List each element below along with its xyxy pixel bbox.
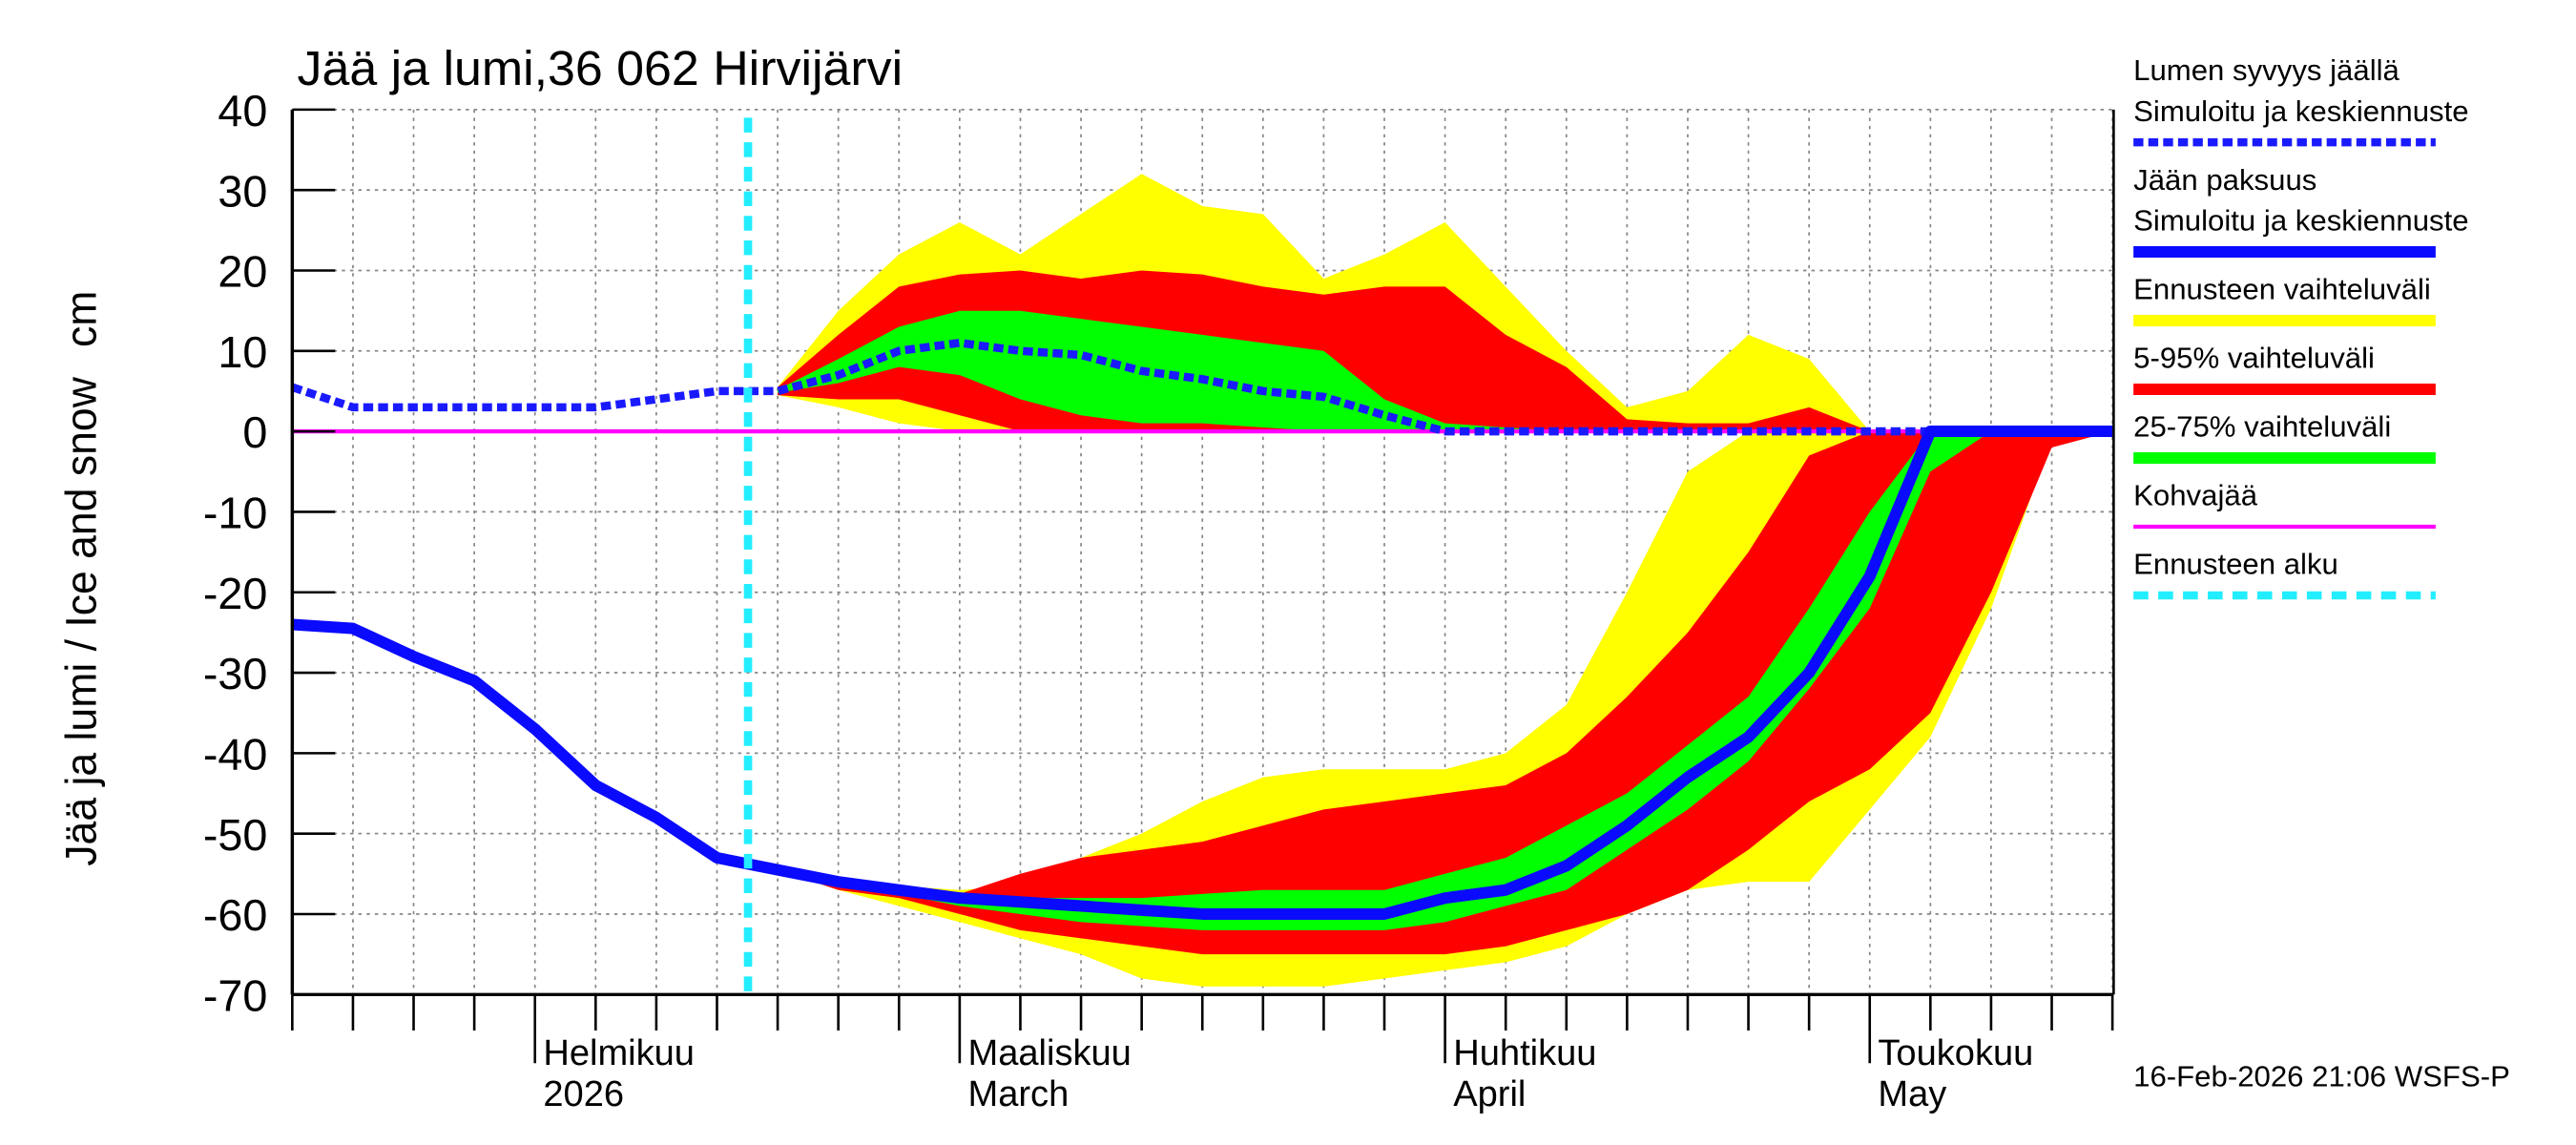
y-tick-label: -50 bbox=[203, 810, 268, 860]
y-tick-label: 30 bbox=[218, 167, 267, 217]
y-tick-label: -60 bbox=[203, 890, 268, 940]
y-axis-label: Jää ja lumi / Ice and snow bbox=[57, 376, 105, 865]
legend-label: 25-75% vaihteluväli bbox=[2133, 410, 2391, 444]
y-tick-label: -30 bbox=[203, 649, 268, 698]
footer: 16-Feb-2026 21:06 WSFS-P bbox=[2133, 1059, 2510, 1093]
y-tick-label: -10 bbox=[203, 489, 268, 538]
band-snow bbox=[778, 310, 2113, 432]
series-line bbox=[290, 339, 2113, 436]
y-tick-label: 10 bbox=[218, 327, 267, 377]
x-tick-label: April bbox=[1453, 1074, 1526, 1114]
band-ice bbox=[778, 431, 2113, 955]
legend-label: Ennusteen alku bbox=[2133, 548, 2338, 581]
x-tick-label: May bbox=[1878, 1074, 1946, 1114]
series-line bbox=[291, 426, 2113, 920]
y-tick-label: -20 bbox=[203, 569, 268, 618]
legend-label: Lumen syvyys jäällä bbox=[2133, 53, 2399, 87]
y-tick-label: -40 bbox=[203, 730, 268, 780]
x-tick-label: Helmikuu bbox=[543, 1033, 695, 1073]
x-tick-label: March bbox=[968, 1074, 1070, 1114]
y-axis-unit: cm bbox=[57, 291, 105, 347]
legend-label: Simuloitu ja keskiennuste bbox=[2133, 94, 2468, 128]
x-tick-label: 2026 bbox=[543, 1074, 624, 1114]
x-tick-label: Huhtikuu bbox=[1453, 1033, 1596, 1073]
y-tick-label: 0 bbox=[242, 407, 267, 457]
y-tick-label: 40 bbox=[218, 86, 267, 135]
legend-label: Simuloitu ja keskiennuste bbox=[2133, 204, 2468, 238]
legend-label: Jään paksuus bbox=[2133, 163, 2316, 197]
legend-label: 5-95% vaihteluväli bbox=[2133, 342, 2375, 375]
y-tick-label: -70 bbox=[203, 971, 268, 1021]
x-tick-label: Toukokuu bbox=[1878, 1033, 2033, 1073]
chart-title: Jää ja lumi,36 062 Hirvijärvi bbox=[298, 40, 904, 95]
legend: Lumen syvyys jäällä Simuloitu ja keskienn… bbox=[2133, 53, 2469, 600]
x-tick-label: Maaliskuu bbox=[968, 1033, 1132, 1073]
legend-label: Ennusteen vaihteluväli bbox=[2133, 273, 2431, 306]
legend-label: Kohvajää bbox=[2133, 479, 2258, 512]
axes: -70 -60 -50 -40 -30 -20 -10 0 10 20 30 40 Helmikuu20… bbox=[203, 86, 2115, 1114]
plot-area bbox=[290, 174, 2113, 987]
y-tick-label: 20 bbox=[218, 247, 267, 297]
